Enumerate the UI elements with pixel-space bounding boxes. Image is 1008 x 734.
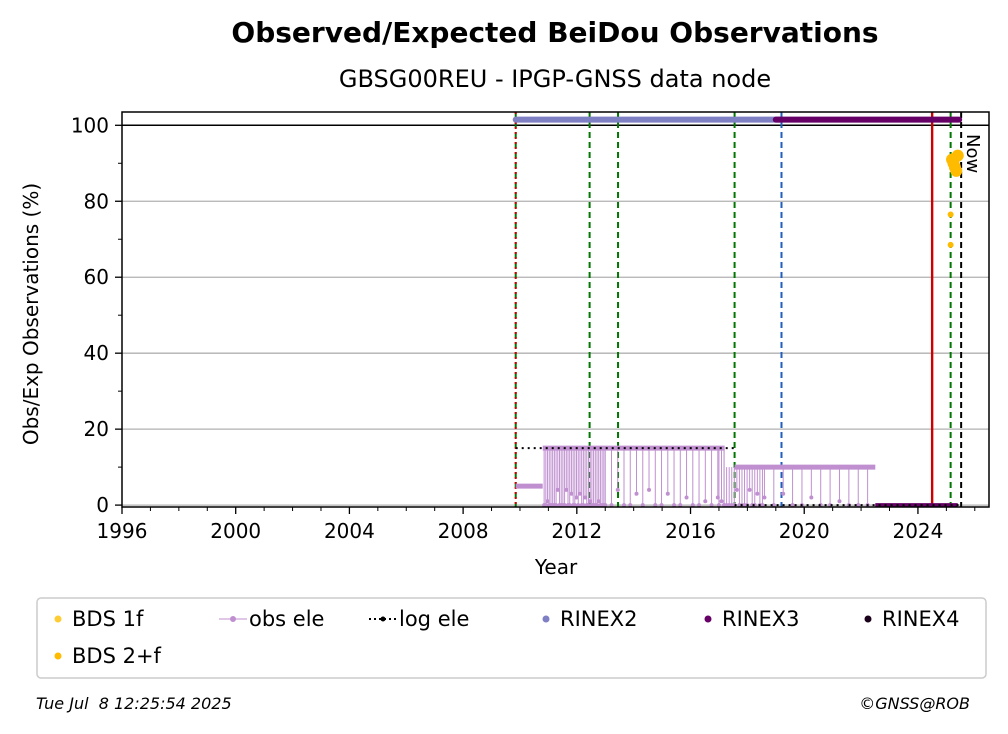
obs-ele-point [574,495,579,500]
legend-swatch [230,616,236,622]
obs-ele-point [684,495,689,500]
bds-2f-point [947,211,954,218]
obs-ele-point [609,503,614,508]
legend: BDS 1f obs ele log ele RINEX2 RINEX3 RINEX4 BD… [36,597,987,679]
obs-ele-point [577,491,582,496]
obs-ele-point [771,503,776,508]
chart-subtitle: GBSG00REU - IPGP-GNSS data node [339,65,771,93]
bds-2f-point [947,241,954,248]
legend-swatch [542,615,550,623]
obs-ele-point [640,503,645,508]
legend-label: obs ele [249,607,324,631]
obs-ele-point [622,503,627,508]
obs-ele-point [653,503,658,508]
now-label: Now [962,134,983,173]
obs-ele-point [659,503,664,508]
legend-label: log ele [399,607,469,631]
obs-ele-point [586,503,591,508]
obs-ele-point [781,491,786,496]
y-tick-label: 40 [84,341,109,365]
legend-label: BDS 2+f [72,644,162,668]
chart-title: Observed/Expected BeiDou Observations [231,16,878,49]
x-axis-label: Year [534,555,578,579]
obs-ele-point [665,491,670,496]
obs-ele-point [554,503,559,508]
x-tick-label: 2000 [210,519,261,543]
y-tick-label: 0 [96,493,109,517]
bds-2f-point [951,149,964,162]
obs-ele-point [543,503,548,508]
legend-label: RINEX4 [882,607,960,631]
obs-ele-point [690,503,695,508]
x-tick-label: 2012 [551,519,602,543]
x-tick-label: 1996 [97,519,148,543]
legend-label: RINEX2 [560,607,638,631]
obs-ele-point [569,491,574,496]
y-tick-label: 20 [84,417,109,441]
x-tick-label: 2024 [892,519,943,543]
obs-ele-point [837,499,842,504]
footer-timestamp: Tue Jul 8 12:25:54 2025 [36,694,232,713]
obs-ele-point [790,503,795,508]
x-tick-label: 2008 [438,519,489,543]
x-tick-label: 2004 [324,519,375,543]
x-tick-label: 2020 [779,519,830,543]
obs-ele-point [716,503,721,508]
obs-ele-point [678,503,683,508]
obs-ele-point [647,487,652,492]
obs-ele-point [595,503,600,508]
y-tick-label: 80 [84,189,109,213]
obs-ele-point [572,503,577,508]
obs-ele-point [545,499,550,504]
obs-ele-point [703,499,708,504]
obs-ele-point [709,503,714,508]
obs-ele-point [588,499,593,504]
obs-ele-point [697,503,702,508]
legend-swatch [54,615,62,623]
obs-ele-point [747,487,752,492]
obs-ele-point [809,495,814,500]
obs-ele-point [564,487,569,492]
obs-ele-point [760,503,765,508]
obs-ele-point [562,503,567,508]
plot-area: 1996 2000 2004 2008 2012 2016 2020 2024 0 20 40 60 8… [71,111,990,543]
footer-credit: ©GNSS@ROB [859,694,970,713]
obs-ele-point [567,503,572,508]
obs-ele-point [581,503,586,508]
obs-ele-point [596,499,601,504]
legend-box [36,597,987,679]
y-tick-label: 60 [84,265,109,289]
y-tick-label: 100 [71,113,109,137]
obs-ele-point [555,487,560,492]
obs-ele-point [583,495,588,500]
legend-swatch [864,615,872,623]
x-tick-label: 2016 [665,519,716,543]
obs-ele-point [672,503,677,508]
legend-label: BDS 1f [72,607,144,631]
bds-2f-point [950,164,963,177]
plot-frame [121,111,990,508]
legend-label: RINEX3 [722,607,800,631]
obs-ele-point [719,499,724,504]
obs-ele-point [576,503,581,508]
obs-ele-point [628,503,633,508]
obs-ele-point [603,503,608,508]
legend-swatch [704,615,712,623]
legend-swatch [54,652,62,660]
obs-ele-point [634,491,639,496]
chart: Observed/Expected BeiDou Observations GB… [19,16,990,679]
obs-ele-point [856,503,861,508]
obs-ele-point [762,495,767,500]
obs-ele-point [615,487,620,492]
obs-ele-point [734,487,739,492]
y-axis-label: Obs/Exp Observations (%) [19,183,43,445]
obs-ele-point [755,491,760,496]
legend-swatch [380,616,386,622]
